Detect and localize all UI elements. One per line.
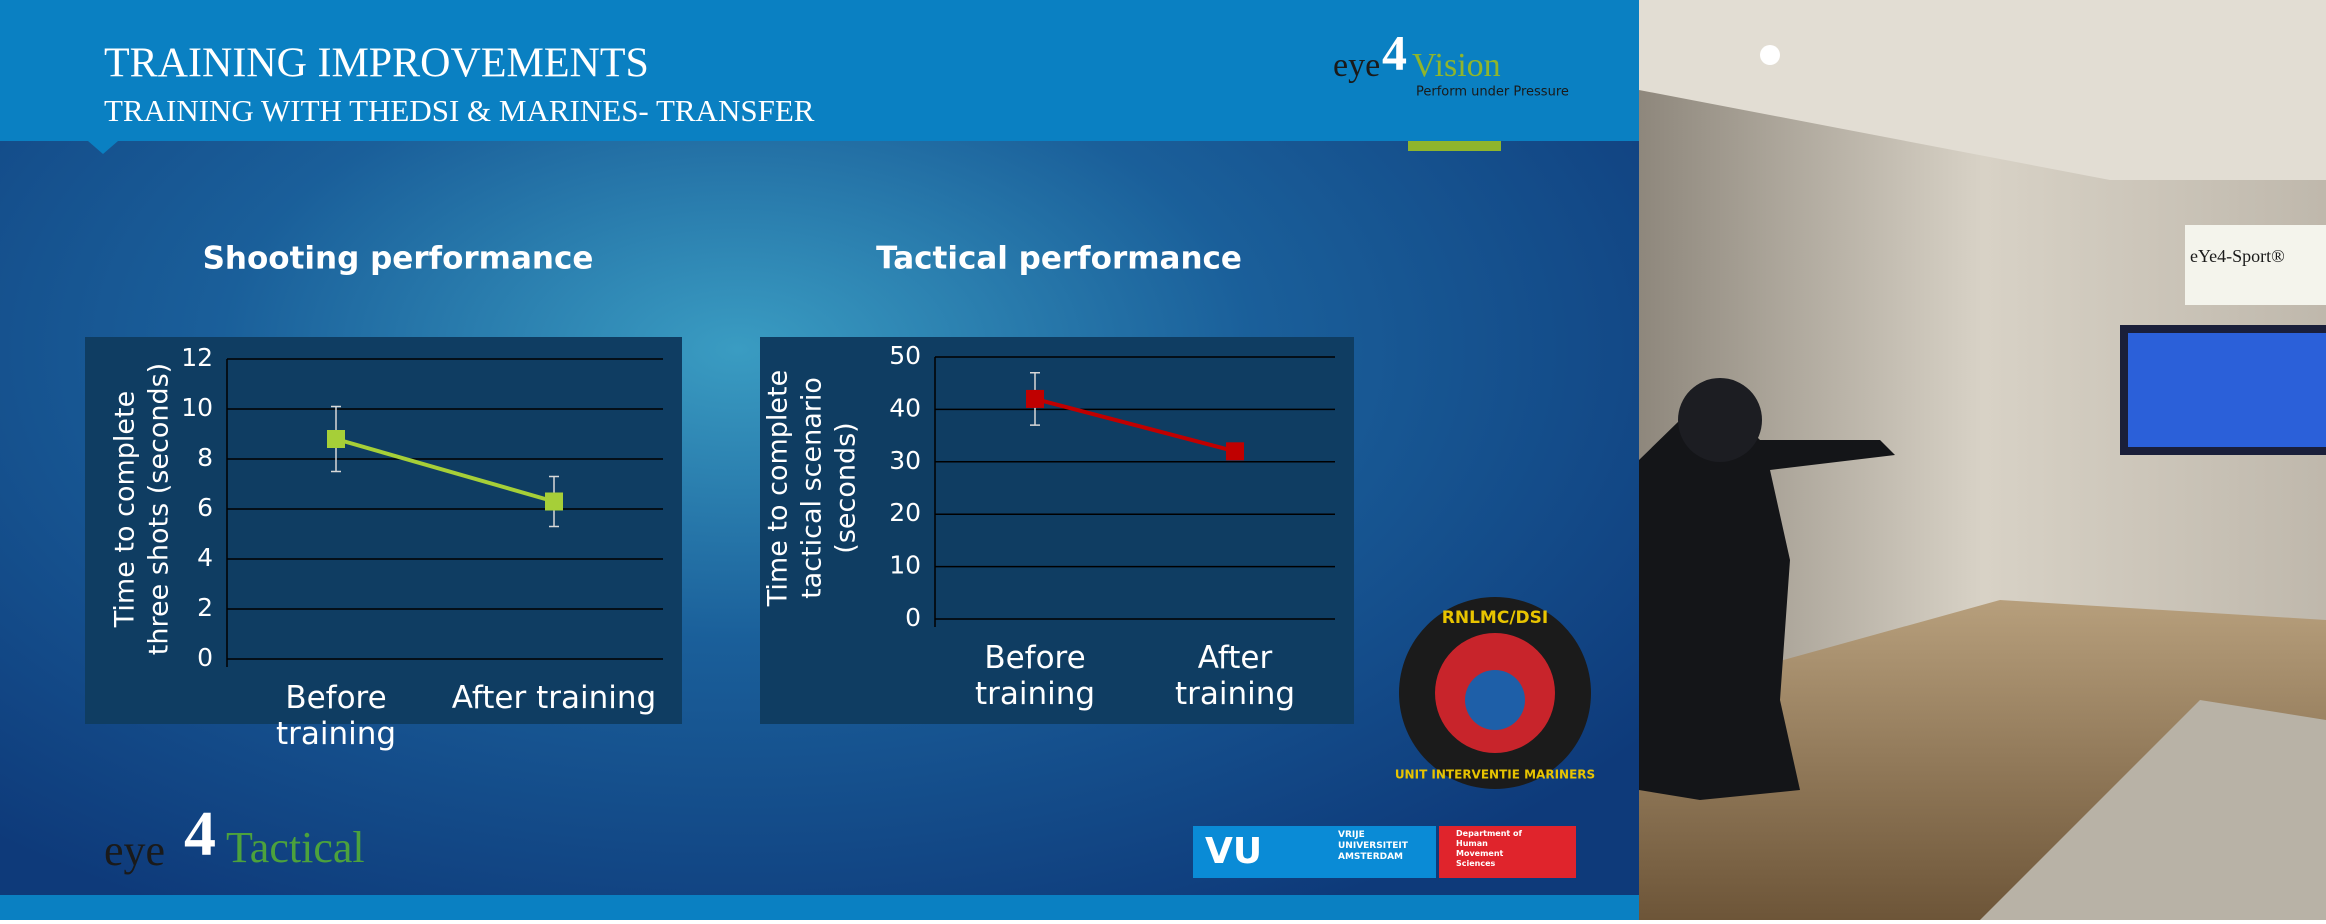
logo-text: eye bbox=[104, 826, 165, 875]
y-axis-label: Time to complete bbox=[110, 391, 141, 628]
photo: eYe4-Sport® bbox=[1639, 0, 2326, 920]
y-tick-label: 10 bbox=[889, 551, 921, 580]
marker bbox=[327, 430, 345, 448]
y-tick-label: 20 bbox=[889, 498, 921, 527]
x-tick-label: Before training bbox=[275, 680, 397, 752]
photo-table bbox=[1980, 700, 2326, 920]
footer-band bbox=[0, 895, 1639, 920]
x-label-box: Before training bbox=[275, 680, 397, 752]
marker bbox=[1026, 389, 1044, 408]
logo-text: eye bbox=[1333, 47, 1380, 84]
x-tick-label: Before training bbox=[974, 640, 1096, 712]
accent bbox=[1408, 141, 1501, 151]
y-tick-label: 6 bbox=[197, 493, 213, 522]
chart-title: Shooting performance bbox=[203, 241, 594, 277]
y-tick-label: 30 bbox=[889, 446, 921, 475]
photo-person bbox=[1639, 400, 1895, 800]
y-tick-label: 4 bbox=[197, 543, 213, 572]
y-axis-label: (seconds) bbox=[831, 422, 862, 553]
photo-sign-text: eYe4-Sport® bbox=[2190, 246, 2285, 266]
y-tick-label: 12 bbox=[181, 343, 213, 372]
y-tick-label: 0 bbox=[905, 603, 921, 632]
x-label-box: Before training bbox=[974, 640, 1096, 712]
logo-bottom: eye 4 Tactical bbox=[104, 798, 365, 875]
y-tick-label: 2 bbox=[197, 593, 213, 622]
y-axis-label: Time to complete bbox=[763, 370, 794, 607]
badge-text: UNIT INTERVENTIE MARINERS bbox=[1395, 768, 1595, 782]
x-tick-label: After training bbox=[1174, 640, 1296, 712]
dept-box bbox=[1439, 826, 1576, 878]
photo-sign bbox=[2185, 225, 2326, 305]
photo-head bbox=[1678, 378, 1762, 462]
y-tick-label: 40 bbox=[889, 393, 921, 422]
y-tick-label: 0 bbox=[197, 643, 213, 672]
photo-light bbox=[1760, 45, 1780, 65]
logo-text: 4 bbox=[184, 798, 216, 869]
logo-top: eye 4 Vision Perform under Pressure bbox=[1333, 24, 1569, 99]
chart: Tactical performance 0 10 20 30 40 50 Before tr… bbox=[760, 241, 1354, 724]
x-tick-label: After training bbox=[451, 680, 657, 716]
x-label-box: After training bbox=[451, 680, 657, 716]
vu-name: VRIJE UNIVERSITEIT AMSTERDAM bbox=[1338, 830, 1408, 862]
vu-logo: VU VRIJE UNIVERSITEIT AMSTERDAM Departme… bbox=[1193, 826, 1576, 878]
chart: Shooting performance 0 2 4 6 8 10 12 Before trai… bbox=[85, 241, 682, 752]
chart-panel bbox=[85, 337, 682, 724]
y-tick-label: 50 bbox=[889, 341, 921, 370]
marker bbox=[1226, 442, 1244, 461]
logo-text: Vision bbox=[1412, 47, 1501, 84]
badge-text: RNLMC/DSI bbox=[1442, 608, 1548, 628]
vu-mark: VU bbox=[1205, 831, 1262, 872]
chart-panel bbox=[760, 337, 1354, 724]
y-axis-label: three shots (seconds) bbox=[144, 363, 175, 655]
header-band bbox=[0, 0, 1639, 141]
y-tick-label: 8 bbox=[197, 443, 213, 472]
line bbox=[335, 437, 555, 504]
y-axis-label: tactical scenario bbox=[797, 377, 828, 599]
line bbox=[1034, 396, 1236, 454]
y-tick-label: 10 bbox=[181, 393, 213, 422]
chart-title: Tactical performance bbox=[876, 241, 1242, 277]
logo-tagline: Perform under Pressure bbox=[1416, 85, 1569, 100]
dept-name: Department of Human Movement Sciences bbox=[1456, 829, 1523, 868]
header-notch bbox=[88, 141, 118, 154]
x-label-box: After training bbox=[1174, 640, 1296, 712]
logo-text: Tactical bbox=[226, 823, 365, 872]
photo-screen-inner bbox=[2128, 333, 2326, 447]
slide-title: TRAINING IMPROVEMENTS bbox=[104, 41, 649, 87]
photo-ceiling bbox=[1639, 0, 2326, 180]
badge: RNLMC/DSI UNIT INTERVENTIE MARINERS bbox=[1395, 597, 1595, 789]
marker bbox=[545, 492, 563, 511]
slide-subtitle: TRAINING WITH THEDSI & MARINES- TRANSFER bbox=[104, 93, 815, 128]
logo-text: 4 bbox=[1382, 24, 1407, 80]
badge-emblem bbox=[1465, 670, 1525, 730]
vu-box bbox=[1193, 826, 1436, 878]
